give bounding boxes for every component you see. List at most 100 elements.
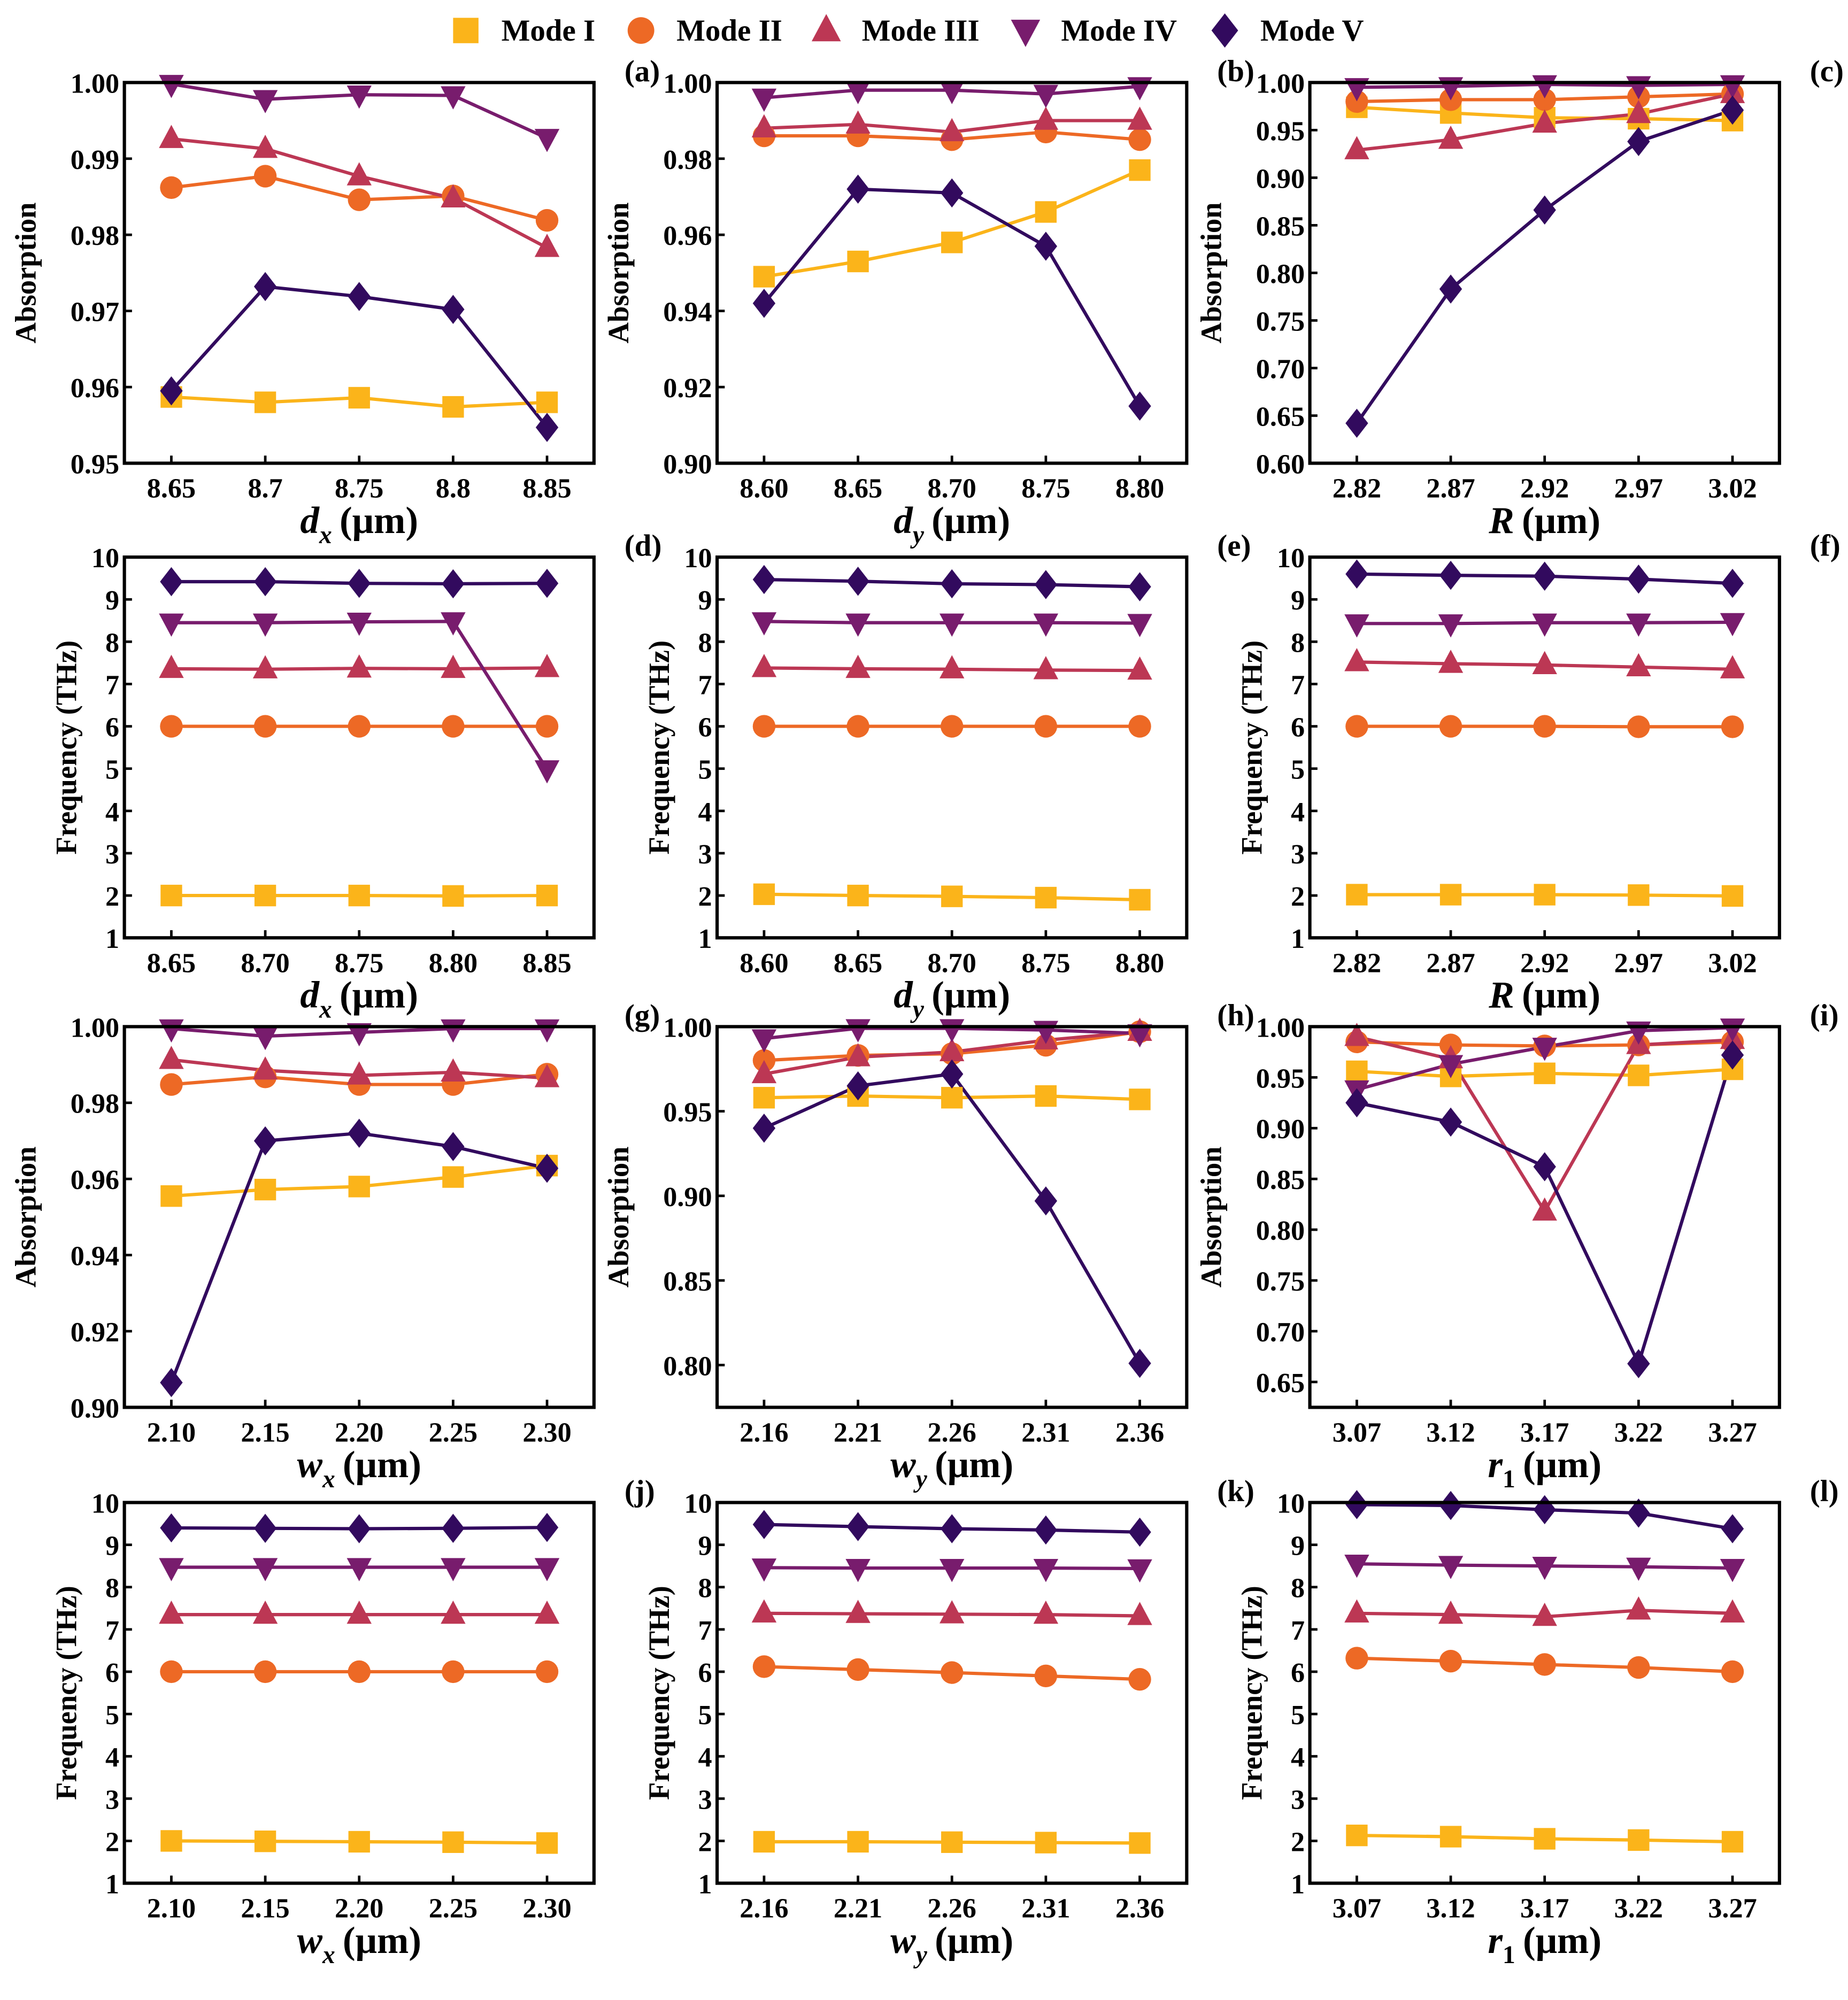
x-tick-label: 2.36 — [1115, 1893, 1164, 1924]
x-tick-label: 2.92 — [1520, 947, 1569, 978]
x-axis-subscript: 1 — [1503, 1465, 1515, 1493]
y-tick-label: 5 — [698, 1700, 712, 1731]
x-axis-label: wy (μm) — [890, 1920, 1013, 1969]
data-point-mode-iii — [1344, 1023, 1369, 1046]
series-line-mode-iv — [171, 620, 549, 770]
x-tick-label: 2.87 — [1426, 473, 1475, 504]
data-point-mode-ii — [535, 715, 559, 738]
x-axis-variable: w — [297, 1920, 322, 1962]
axes-frame — [122, 1025, 596, 1409]
x-tick-label: 8.65 — [834, 947, 882, 978]
y-tick-label: 1 — [105, 1869, 119, 1900]
data-point-mode-iv — [1532, 1556, 1557, 1580]
data-point-mode-iii — [1626, 99, 1651, 123]
data-point-mode-i — [442, 396, 464, 418]
y-tick-label: 0.92 — [663, 373, 712, 404]
axes-frame — [715, 1501, 1189, 1885]
data-point-mode-v — [535, 568, 559, 598]
plot-area — [159, 567, 560, 907]
data-point-mode-v — [1128, 1348, 1151, 1378]
data-point-mode-iv — [1127, 614, 1152, 637]
y-tick-label: 3 — [105, 839, 119, 870]
data-point-mode-i — [1129, 1832, 1151, 1854]
data-point-mode-i — [1439, 884, 1462, 906]
data-point-mode-v — [160, 1513, 183, 1543]
data-point-mode-iii — [252, 655, 278, 678]
data-point-mode-v — [752, 565, 776, 594]
x-tick-label: 2.15 — [241, 1893, 289, 1924]
data-point-mode-v — [941, 1514, 964, 1543]
data-point-mode-v — [846, 1512, 869, 1541]
data-point-mode-v — [1439, 560, 1462, 590]
data-point-mode-iv — [441, 1558, 466, 1581]
legend-label: Mode I — [502, 14, 596, 48]
data-point-mode-iii — [1626, 1596, 1651, 1620]
x-axis-subscript: y — [910, 521, 925, 549]
y-tick-label: 8 — [698, 627, 712, 658]
data-point-mode-iii — [751, 114, 777, 137]
data-point-mode-iv — [346, 613, 372, 636]
data-point-mode-i — [941, 1831, 963, 1853]
x-tick-label: 8.80 — [1115, 473, 1164, 504]
data-point-mode-iii — [441, 654, 466, 678]
data-point-mode-i — [160, 1185, 182, 1207]
data-point-mode-iii — [159, 654, 184, 678]
legend-label: Mode III — [862, 14, 980, 48]
series-line-mode-v — [763, 1072, 1142, 1364]
data-point-mode-v — [1721, 1514, 1744, 1543]
x-tick-label: 8.75 — [1021, 473, 1070, 504]
x-axis-variable: r — [1488, 1920, 1503, 1962]
x-tick-label: 3.07 — [1333, 1417, 1381, 1448]
data-point-mode-i — [1035, 1085, 1057, 1107]
y-tick-label: 10 — [684, 1488, 712, 1519]
data-point-mode-v — [1627, 565, 1650, 594]
data-point-mode-i — [254, 391, 276, 413]
axes-frame — [715, 555, 1189, 940]
plot-area — [751, 1017, 1152, 1378]
x-tick-label: 8.85 — [522, 473, 571, 504]
legend-item: Mode I — [453, 14, 595, 48]
y-tick-label: 1.00 — [663, 1012, 712, 1043]
y-tick-label: 3 — [105, 1784, 119, 1815]
data-point-mode-i — [1628, 1829, 1650, 1851]
y-tick-label: 0.60 — [1256, 449, 1305, 480]
data-point-mode-iv — [534, 1019, 560, 1043]
y-axis-label: Frequency (THz) — [1235, 1586, 1268, 1800]
data-point-mode-i — [536, 884, 558, 907]
y-axis-label: Frequency (THz) — [50, 640, 82, 855]
data-point-mode-i — [348, 884, 370, 907]
x-tick-label: 2.82 — [1333, 947, 1381, 978]
x-axis-variable: d — [300, 975, 320, 1016]
data-point-mode-iv — [940, 613, 965, 637]
data-point-mode-iv — [940, 81, 965, 104]
x-axis-subscript: y — [913, 1465, 928, 1493]
data-point-mode-ii — [752, 1655, 776, 1678]
x-tick-label: 3.02 — [1708, 473, 1757, 504]
y-tick-label: 0.99 — [71, 144, 119, 175]
data-point-mode-iv — [845, 1558, 871, 1582]
data-point-mode-i — [753, 883, 775, 905]
data-point-mode-iii — [1033, 656, 1059, 679]
axes-frame — [715, 81, 1189, 465]
data-point-mode-iii — [1033, 1600, 1059, 1624]
y-tick-label: 2 — [105, 1826, 119, 1857]
data-point-mode-i — [348, 1831, 370, 1853]
x-axis-subscript: y — [913, 1941, 928, 1969]
y-axis-label: Absorption — [9, 202, 42, 343]
subplot-b: 8.60 8.65 8.70 8.75 8.80 0.90 0.92 0.94 0.96 0.98… — [602, 55, 1254, 549]
data-point-mode-v — [1345, 1088, 1368, 1118]
data-point-mode-i — [847, 250, 869, 273]
data-point-mode-iii — [1127, 1602, 1152, 1625]
data-point-mode-iv — [252, 90, 278, 113]
x-tick-label: 8.65 — [834, 473, 882, 504]
y-tick-label: 4 — [698, 1742, 712, 1773]
data-point-mode-iii — [159, 1046, 184, 1069]
data-point-mode-i — [847, 1831, 869, 1853]
x-tick-label: 2.25 — [429, 1893, 478, 1924]
subplot-e: 8.60 8.65 8.70 8.75 8.80 1 2 3 4 5 6 7 8 9 10 Frequency… — [643, 529, 1251, 1024]
panel-label: (a) — [625, 55, 660, 88]
x-tick-label: 8.70 — [241, 947, 289, 978]
data-point-mode-iv — [845, 613, 871, 637]
x-tick-label: 8.75 — [335, 473, 383, 504]
data-point-mode-i — [1534, 884, 1556, 906]
